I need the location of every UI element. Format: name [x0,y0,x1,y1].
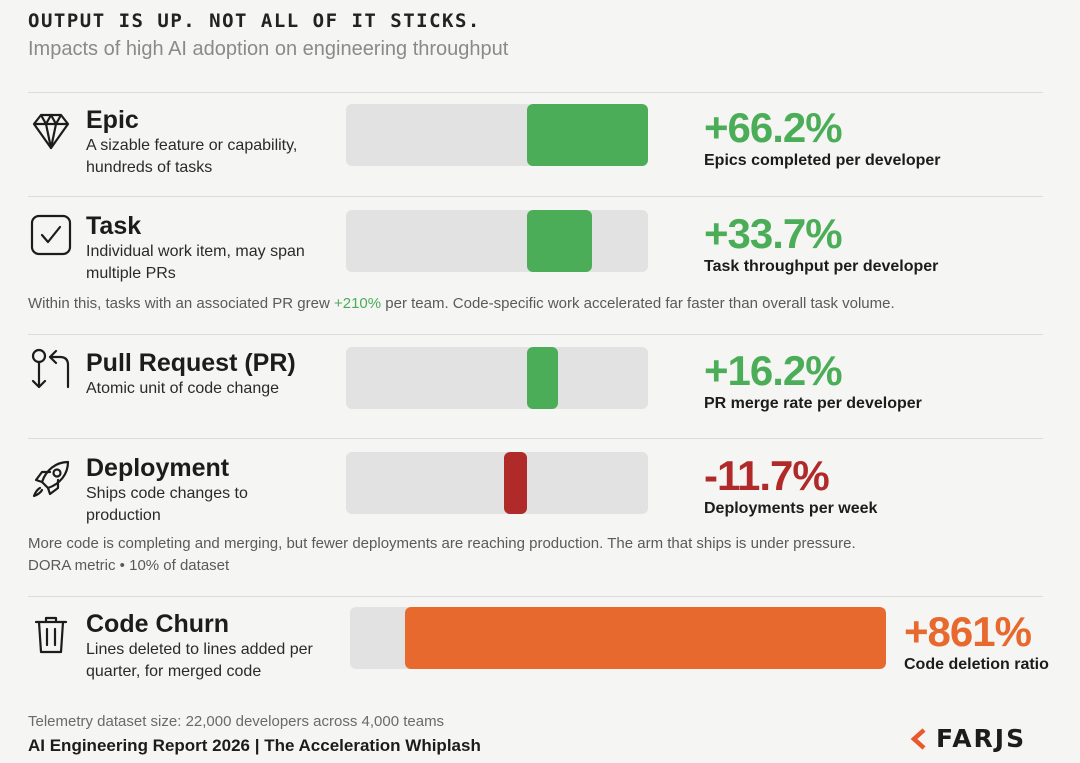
metric-label: Epics completed per developer [704,152,941,169]
bar-track [346,210,648,272]
task-note: Within this, tasks with an associated PR… [28,295,895,312]
value-label: +66.2% [704,104,843,151]
row-description: Individual work item, may span multiple … [86,243,305,282]
bar-track [346,452,648,514]
dora-note: DORA metric • 10% of dataset [28,557,230,574]
divider [28,196,1043,197]
faros-logo: FARJS [910,724,1026,753]
trash-icon [28,612,74,658]
bar-fill-code-churn [405,607,886,669]
bar-fill-epic [527,104,648,166]
report-title: AI Engineering Report 2026 | The Acceler… [28,736,481,755]
divider [28,92,1043,93]
divider [28,596,1043,597]
value-label: -11.7% [704,452,830,499]
divider [28,334,1043,335]
bar-track [350,607,886,669]
page-title: OUTPUT IS UP. NOT ALL OF IT STICKS. [28,10,481,32]
checkbox-icon [28,212,74,258]
row-name: Pull Request (PR) [86,349,296,377]
faros-logo-mark-icon [910,727,926,750]
metric-label: Task throughput per developer [704,258,939,275]
page-subtitle: Impacts of high AI adoption on engineeri… [28,38,509,60]
row-description: Ships code changes to production [86,485,248,524]
bar-track [346,104,648,166]
pull-request-icon [28,345,74,391]
metric-label: PR merge rate per developer [704,395,922,412]
row-name: Code Churn [86,610,230,638]
bar-fill-task [527,210,592,272]
bar-fill-pull-request [527,347,558,409]
rocket-icon [28,456,74,502]
value-label: +861% [904,608,1032,655]
row-name: Task [86,212,142,240]
row-description: A sizable feature or capability, hundred… [86,137,298,176]
metric-label: Code deletion ratio [904,656,1049,673]
bar-track [346,347,648,409]
logo-text: FARJS [936,724,1027,753]
dataset-size: Telemetry dataset size: 22,000 developer… [28,713,445,730]
row-name: Deployment [86,454,230,482]
row-description: Lines deleted to lines added per quarter… [86,641,313,680]
value-label: +16.2% [704,347,843,394]
metric-label: Deployments per week [704,500,878,517]
deployment-note: More code is completing and merging, but… [28,535,856,552]
diamond-icon [28,108,74,154]
row-name: Epic [86,106,139,134]
value-label: +33.7% [704,210,843,257]
row-description: Atomic unit of code change [86,380,280,397]
divider [28,438,1043,439]
bar-fill-deployment [504,452,527,514]
